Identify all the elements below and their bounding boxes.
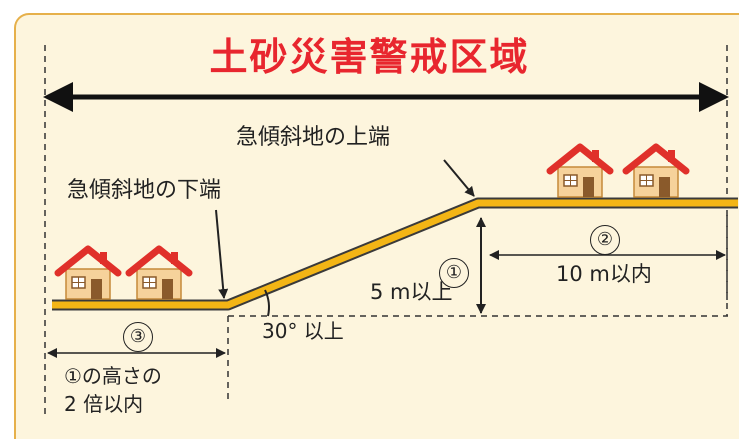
- height-label: 5 m以上: [370, 280, 453, 304]
- upper-distance-label: 10 m以内: [556, 262, 652, 286]
- slope-bottom-pointer: [215, 209, 229, 299]
- lower-distance-line1: ①の高さの: [64, 364, 162, 388]
- background-panel: [14, 13, 739, 439]
- lower-distance-line2: 2 倍以内: [64, 392, 144, 416]
- angle-label: 30° 以上: [262, 319, 344, 343]
- diagram-title: 土砂災害警戒区域: [209, 35, 530, 79]
- marker-3: ③: [123, 322, 153, 352]
- slope-bottom-label: 急傾斜地の下端: [67, 178, 222, 203]
- slope-top-pointer: [443, 159, 475, 197]
- ground-profile: [52, 199, 738, 309]
- marker-1: ①: [439, 258, 469, 288]
- marker-2: ②: [590, 225, 620, 255]
- slope-top-label: 急傾斜地の上端: [236, 125, 391, 150]
- lower-distance-label: ①の高さの 2 倍以内: [64, 362, 162, 418]
- slope-angle-arc: [264, 289, 270, 317]
